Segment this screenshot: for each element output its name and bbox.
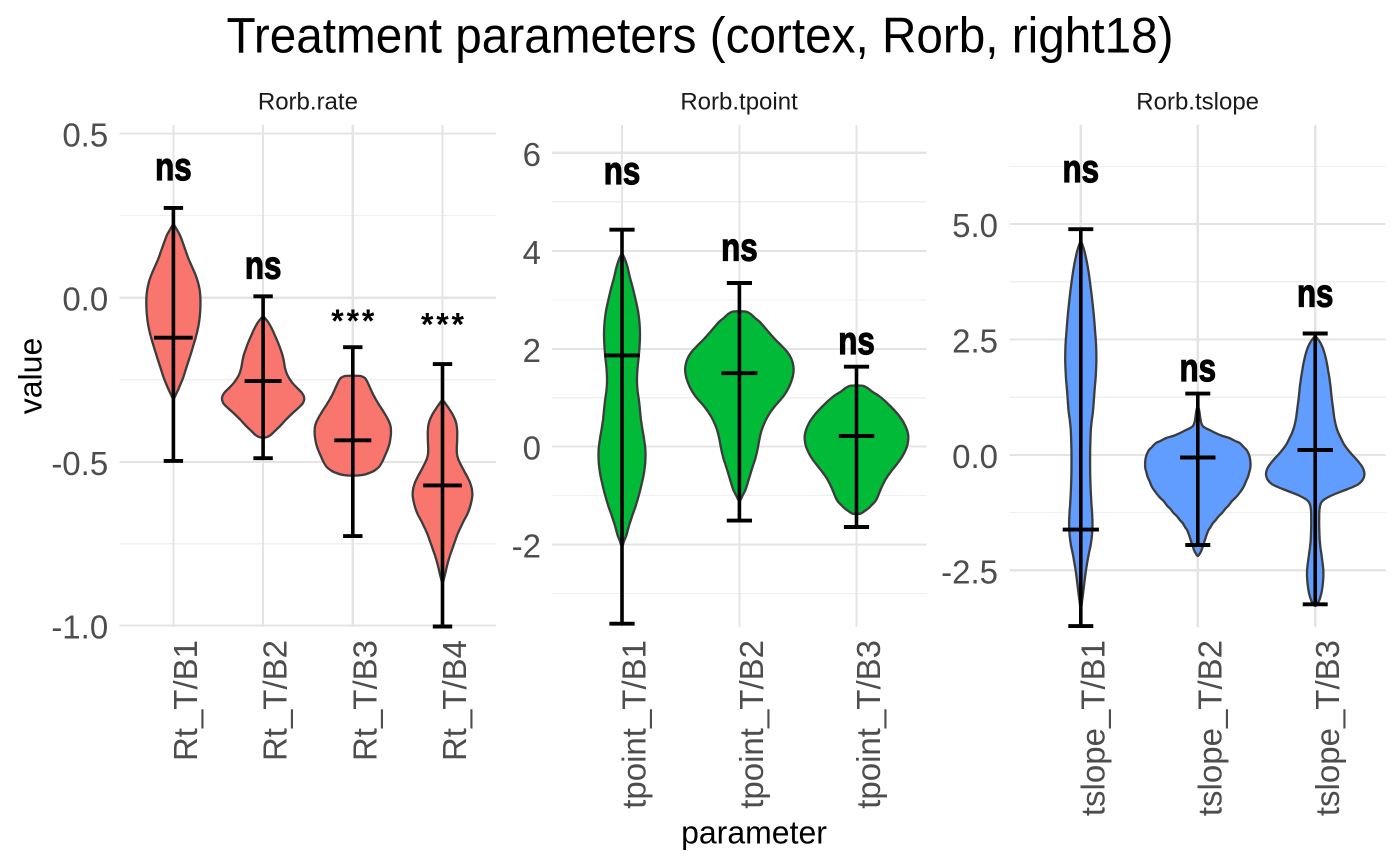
svg-text:Rt_T/B4: Rt_T/B4 [436, 640, 473, 761]
svg-text:***: *** [421, 306, 465, 342]
svg-text:ns: ns [721, 227, 758, 270]
svg-text:2.5: 2.5 [952, 323, 998, 360]
svg-text:ns: ns [1063, 148, 1100, 191]
svg-text:Rorb.tslope: Rorb.tslope [1136, 89, 1259, 116]
svg-text:tslope_T/B3: tslope_T/B3 [1309, 640, 1346, 816]
svg-text:ns: ns [1297, 272, 1334, 315]
svg-text:Treatment parameters (cortex,: Treatment parameters (cortex, Rorb, righ… [227, 8, 1174, 64]
svg-text:ns: ns [155, 146, 192, 189]
svg-text:tpoint_T/B1: tpoint_T/B1 [616, 640, 653, 809]
svg-text:-2.5: -2.5 [941, 553, 998, 590]
svg-text:0.0: 0.0 [62, 281, 108, 318]
svg-text:tslope_T/B2: tslope_T/B2 [1191, 640, 1228, 816]
svg-text:ns: ns [1180, 347, 1217, 390]
svg-text:Rorb.tpoint: Rorb.tpoint [680, 89, 798, 116]
svg-text:-1.0: -1.0 [51, 609, 108, 646]
svg-text:ns: ns [838, 320, 875, 363]
svg-text:value: value [13, 338, 49, 415]
svg-text:Rt_T/B3: Rt_T/B3 [346, 640, 383, 761]
svg-text:0.5: 0.5 [62, 117, 108, 154]
svg-text:tpoint_T/B2: tpoint_T/B2 [733, 640, 770, 809]
svg-text:5.0: 5.0 [952, 207, 998, 244]
svg-text:Rorb.rate: Rorb.rate [258, 89, 358, 116]
svg-text:Rt_T/B2: Rt_T/B2 [257, 640, 294, 761]
svg-text:0: 0 [523, 430, 541, 467]
svg-text:parameter: parameter [681, 815, 827, 851]
svg-text:2: 2 [523, 332, 541, 369]
svg-text:tslope_T/B1: tslope_T/B1 [1074, 640, 1111, 816]
svg-text:Rt_T/B1: Rt_T/B1 [167, 640, 204, 761]
svg-text:-2: -2 [512, 528, 541, 565]
svg-text:4: 4 [523, 234, 541, 271]
svg-text:tpoint_T/B3: tpoint_T/B3 [850, 640, 887, 809]
svg-text:***: *** [331, 303, 375, 339]
svg-text:0.0: 0.0 [952, 438, 998, 475]
svg-text:ns: ns [604, 150, 641, 193]
svg-text:-0.5: -0.5 [51, 445, 108, 482]
svg-text:6: 6 [523, 136, 541, 173]
svg-text:ns: ns [245, 245, 282, 288]
